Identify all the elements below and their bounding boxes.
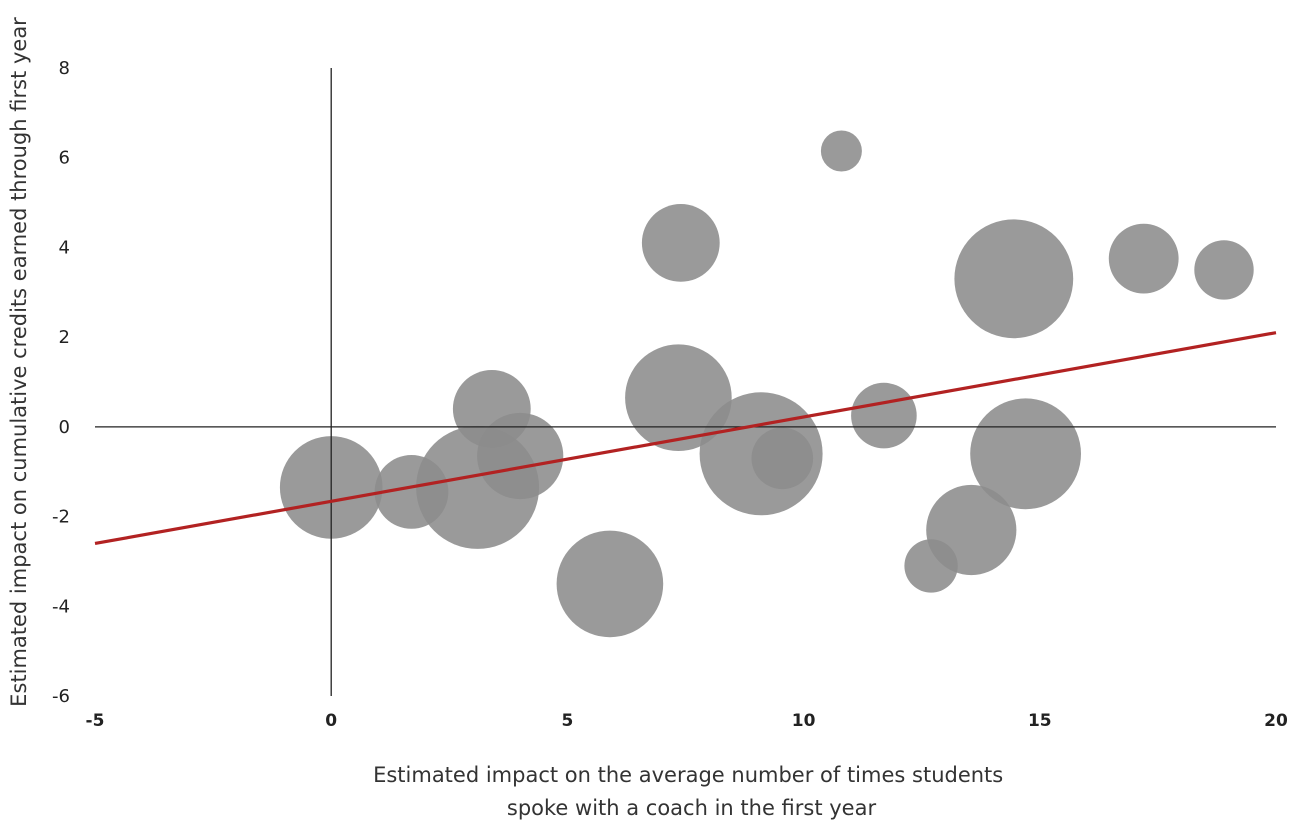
y-tick-label: 2 — [59, 327, 70, 348]
bubble-point — [851, 382, 917, 449]
x-axis-title-line-1: Estimated impact on the average number o… — [373, 763, 1003, 787]
bubble-layer — [279, 130, 1254, 638]
bubble-point — [926, 484, 1017, 576]
x-tick-label: 5 — [561, 711, 573, 731]
bubble-point — [477, 412, 564, 500]
bubble-point — [1194, 240, 1254, 300]
bubble-point — [751, 427, 814, 490]
bubble-point — [641, 204, 720, 282]
y-tick-label: -6 — [52, 686, 70, 707]
x-axis-title-line-2: spoke with a coach in the first year — [507, 796, 877, 820]
x-tick-label: 0 — [325, 711, 337, 731]
x-tick-label: 15 — [1028, 711, 1052, 731]
y-tick-label: 6 — [59, 148, 70, 169]
y-tick-label: -2 — [52, 507, 70, 528]
y-tick-label: -4 — [52, 596, 70, 617]
y-tick-label: 0 — [59, 417, 70, 438]
x-tick-label: 20 — [1264, 711, 1288, 731]
bubble-point — [1108, 223, 1179, 294]
bubble-point — [556, 530, 664, 638]
x-tick-label: 10 — [792, 711, 816, 731]
y-tick-label: 8 — [59, 58, 70, 79]
bubble-point — [820, 130, 862, 172]
y-tick-label: 4 — [59, 237, 70, 258]
trend-line — [94, 331, 1277, 546]
y-axis-title: Estimated impact on cumulative credits e… — [7, 17, 31, 707]
x-axis-title: Estimated impact on the average number o… — [373, 763, 1010, 820]
trendline-layer — [94, 331, 1277, 546]
bubble-point — [970, 398, 1081, 510]
y-tick-labels: -6 -4 -2 0 2 4 6 8 — [52, 58, 70, 707]
x-tick-label: -5 — [86, 711, 105, 731]
axes-layer — [95, 68, 1276, 696]
bubble-point — [625, 344, 732, 452]
x-tick-labels: -5 0 5 10 15 20 — [86, 711, 1288, 731]
bubble-point — [954, 219, 1074, 339]
